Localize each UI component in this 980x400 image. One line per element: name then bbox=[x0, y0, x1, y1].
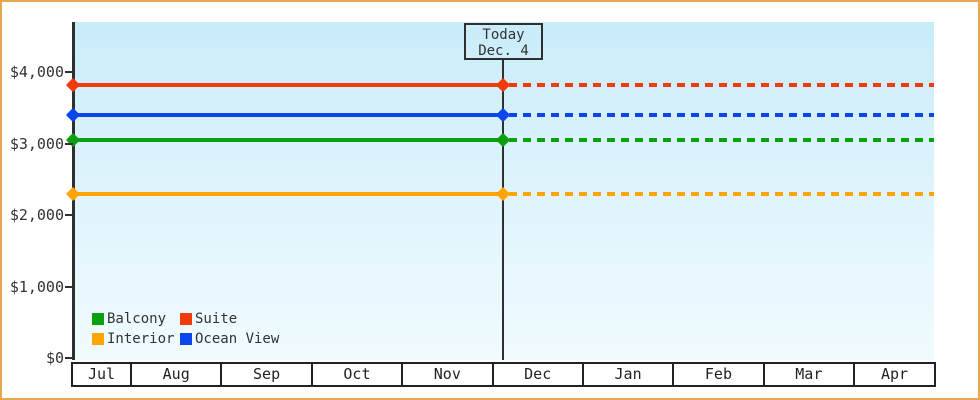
y-axis-label: $4,000 bbox=[9, 63, 64, 81]
legend-item: Ocean View bbox=[180, 331, 280, 347]
series-line-ocean-view-past bbox=[72, 112, 503, 117]
series-marker-balcony-start bbox=[65, 132, 81, 147]
legend: Balcony Suite Interior Ocean View bbox=[92, 311, 280, 347]
series-line-suite-future bbox=[503, 82, 934, 87]
y-axis-tick bbox=[65, 71, 73, 73]
series-line-ocean-view-future bbox=[503, 112, 934, 117]
y-axis-tick bbox=[65, 214, 73, 216]
legend-item: Interior bbox=[92, 331, 180, 347]
y-axis-tick bbox=[65, 285, 73, 288]
series-line-balcony-future bbox=[503, 137, 934, 142]
series-marker-balcony-today bbox=[495, 132, 511, 147]
y-axis-tick bbox=[65, 142, 73, 145]
month-cell: Dec bbox=[491, 364, 582, 385]
today-label-box: Today Dec. 4 bbox=[464, 23, 543, 60]
legend-swatch-balcony bbox=[92, 313, 104, 325]
month-cell: Aug bbox=[130, 364, 220, 385]
legend-label: Balcony bbox=[107, 311, 167, 327]
legend-item: Suite bbox=[180, 311, 279, 327]
month-cell: Feb bbox=[672, 364, 762, 385]
month-cell: Sep bbox=[220, 364, 310, 385]
today-line bbox=[502, 60, 504, 360]
legend-label: Interior bbox=[107, 331, 175, 347]
series-line-interior-past bbox=[72, 192, 503, 197]
series-line-balcony-past bbox=[72, 137, 503, 142]
series-marker-ocean-view-today bbox=[495, 107, 511, 122]
plot-area: Today Dec. 4 Balcony Suite Interior Ocea… bbox=[65, 22, 934, 360]
y-axis-label: $3,000 bbox=[9, 134, 64, 153]
legend-swatch-ocean-view bbox=[180, 333, 192, 345]
month-cell: Nov bbox=[401, 364, 491, 385]
month-cell: Mar bbox=[762, 364, 853, 385]
series-marker-interior-start bbox=[65, 187, 81, 202]
today-label: Today bbox=[482, 27, 525, 43]
month-axis: Jul Aug Sep Oct Nov Dec Jan Feb Mar Apr bbox=[71, 362, 936, 387]
today-date-label: Dec. 4 bbox=[478, 43, 529, 59]
y-axis-tick bbox=[65, 357, 73, 359]
legend-label: Ocean View bbox=[195, 331, 280, 347]
month-cell: Jul bbox=[87, 365, 116, 383]
series-line-suite-past bbox=[72, 82, 503, 87]
legend-item: Balcony bbox=[92, 311, 180, 327]
y-axis-label: $0 bbox=[45, 349, 64, 367]
series-marker-suite-today bbox=[495, 77, 511, 92]
y-axis-label: $2,000 bbox=[9, 206, 64, 224]
series-marker-interior-today bbox=[495, 187, 511, 202]
legend-swatch-interior bbox=[92, 333, 104, 345]
month-cell: Oct bbox=[310, 364, 401, 385]
legend-label: Suite bbox=[195, 311, 238, 327]
month-cell: Apr bbox=[853, 364, 934, 385]
y-axis-label: $1,000 bbox=[9, 277, 64, 296]
series-marker-suite-start bbox=[65, 77, 81, 92]
series-marker-ocean-view-start bbox=[65, 107, 81, 122]
series-line-interior-future bbox=[503, 192, 934, 197]
month-cell: Jan bbox=[581, 364, 672, 385]
legend-swatch-suite bbox=[180, 313, 192, 325]
